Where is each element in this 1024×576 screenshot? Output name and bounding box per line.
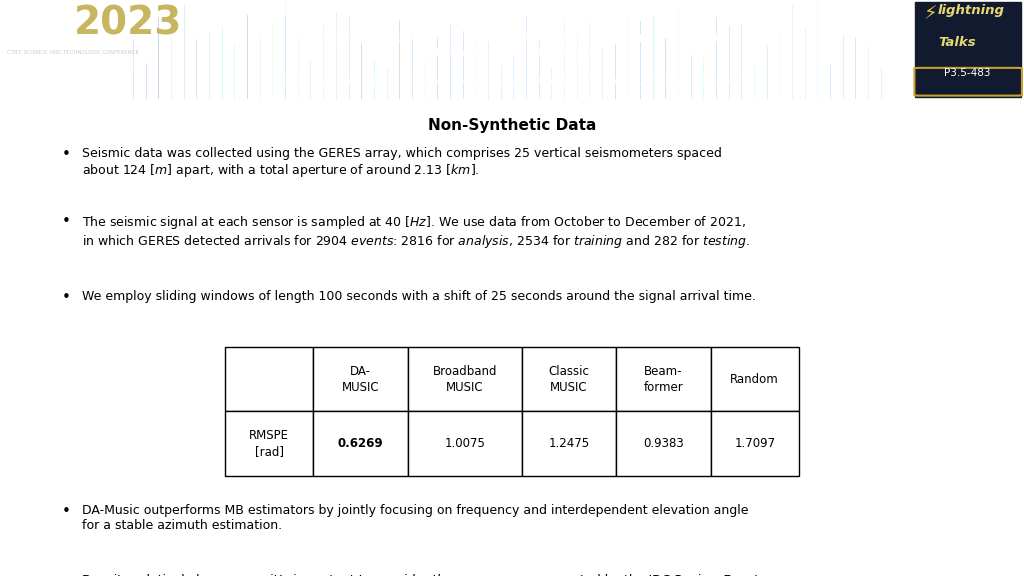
Text: 19: 19 (7, 79, 29, 92)
Bar (616, 411, 711, 476)
FancyBboxPatch shape (914, 68, 1022, 96)
Text: HOFBURG PALACE · Vienna and Online: HOFBURG PALACE · Vienna and Online (7, 62, 135, 67)
Text: 1.7097: 1.7097 (734, 437, 775, 450)
Text: Seismic data was collected using the GERES array, which comprises 25 vertical se: Seismic data was collected using the GER… (82, 147, 722, 179)
Text: 0.6269: 0.6269 (338, 437, 383, 450)
Text: •: • (61, 505, 71, 520)
Bar (408, 411, 522, 476)
Text: DA-
MUSIC: DA- MUSIC (342, 365, 379, 394)
Text: Beam-
former: Beam- former (644, 365, 683, 394)
Bar (711, 347, 799, 411)
Text: Broadband
MUSIC: Broadband MUSIC (432, 365, 497, 394)
Bar (225, 411, 313, 476)
Text: Azimuth Estimation in Seismic Arrays via Deep Augmented MUSIC: Azimuth Estimation in Seismic Arrays via… (229, 3, 795, 18)
Text: P3.5-483: P3.5-483 (944, 68, 991, 78)
Bar (522, 347, 616, 411)
Bar (711, 411, 799, 476)
Text: TO: TO (39, 79, 54, 88)
Text: 1.2475: 1.2475 (549, 437, 590, 450)
Bar (313, 411, 408, 476)
Bar (522, 411, 616, 476)
Text: Despite relatively large error, it’s important to consider the average error rep: Despite relatively large error, it’s imp… (82, 574, 759, 576)
Text: We employ sliding windows of length 100 seconds with a shift of 25 seconds aroun: We employ sliding windows of length 100 … (82, 290, 756, 303)
Text: 1.0075: 1.0075 (444, 437, 485, 450)
Text: lightning: lightning (938, 4, 1005, 17)
Text: •: • (61, 574, 71, 576)
Text: Random: Random (730, 373, 779, 386)
Text: BGU¹, Eindhoven University², Soreq Nuclear Research Center³,  ETH Zürich⁴, Princ: BGU¹, Eindhoven University², Soreq Nucle… (280, 77, 744, 86)
Text: SnT: SnT (5, 5, 87, 43)
Text: M. Khatib¹, J . Merkofer², Y. Ben-Horin³, Y. Radzyner³, G. Revach⁴, R. Sloun², N: M. Khatib¹, J . Merkofer², Y. Ben-Horin³… (297, 33, 727, 58)
Text: 23: 23 (58, 79, 80, 92)
Text: •: • (61, 214, 71, 229)
Text: JUNE: JUNE (84, 79, 111, 89)
Text: 2023: 2023 (74, 5, 182, 43)
Bar (225, 347, 313, 411)
Bar (313, 347, 408, 411)
Bar (616, 347, 711, 411)
Text: Classic
MUSIC: Classic MUSIC (549, 365, 590, 394)
Text: DA-Music outperforms MB estimators by jointly focusing on frequency and interdep: DA-Music outperforms MB estimators by jo… (82, 505, 749, 532)
Bar (915, 2, 1021, 97)
Text: CTBT: SCIENCE AND TECHNOLOGY CONFERENCE: CTBT: SCIENCE AND TECHNOLOGY CONFERENCE (7, 50, 139, 55)
Bar (408, 347, 522, 411)
Text: ⚡: ⚡ (924, 4, 937, 23)
Text: 0.9383: 0.9383 (643, 437, 684, 450)
Text: The seismic signal at each sensor is sampled at 40 [$Hz$]. We use data from Octo: The seismic signal at each sensor is sam… (82, 214, 750, 250)
Text: Non-Synthetic Data: Non-Synthetic Data (428, 118, 596, 133)
Text: •: • (61, 290, 71, 305)
Text: Talks: Talks (938, 36, 976, 48)
Text: RMSPE
[rad]: RMSPE [rad] (249, 429, 289, 458)
Text: •: • (61, 147, 71, 162)
